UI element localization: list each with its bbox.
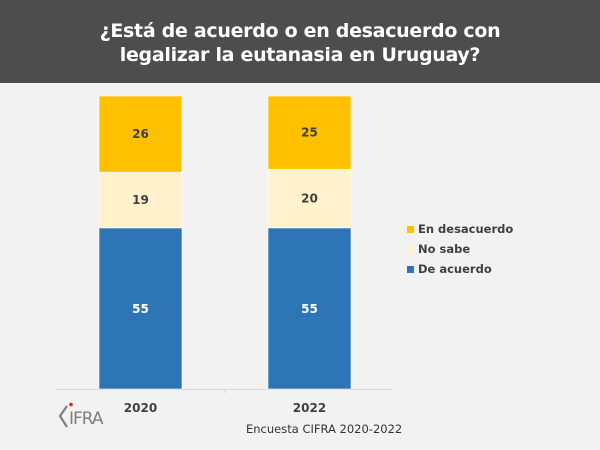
chart-title: ¿Está de acuerdo o en desacuerdo con leg… [0,0,600,83]
bar-segment-en-desacuerdo-2022 [267,95,352,170]
chart-title-line2: legalizar la eutanasia en Uruguay? [119,44,481,66]
data-label-en-desacuerdo-2022: 25 [301,126,318,140]
chart-title-line1: ¿Está de acuerdo o en desacuerdo con [99,20,501,42]
cifra-logo: IFRA [58,402,105,429]
legend-label-no-sabe: No sabe [418,242,470,256]
data-label-no-sabe-2022: 20 [301,192,318,206]
legend-swatch-no-sabe [407,246,414,253]
data-label-de-acuerdo-2022: 55 [301,302,318,316]
logo-chevron [58,405,68,428]
bar-segment-no-sabe-2022 [267,168,352,229]
bar-segment-en-desacuerdo-2020 [98,95,183,173]
bar-segment-de-acuerdo-2022 [267,227,352,390]
bar-segment-no-sabe-2020 [98,171,183,229]
legend-swatch-de-acuerdo [407,266,414,273]
legend-label-en-desacuerdo: En desacuerdo [418,222,513,236]
logo-text: IFRA [69,409,104,429]
data-label-en-desacuerdo-2020: 26 [132,127,149,141]
data-label-no-sabe-2020: 19 [132,193,149,207]
data-label-de-acuerdo-2020: 55 [132,302,149,316]
source-note: Encuesta CIFRA 2020-2022 [246,422,403,436]
legend-swatch-en-desacuerdo [407,226,414,233]
x-tick-label-2022: 2022 [293,401,326,415]
legend-label-de-acuerdo: De acuerdo [418,262,492,276]
x-tick-label-2020: 2020 [124,401,157,415]
bar-segment-de-acuerdo-2020 [98,227,183,390]
logo-dot [69,402,73,407]
